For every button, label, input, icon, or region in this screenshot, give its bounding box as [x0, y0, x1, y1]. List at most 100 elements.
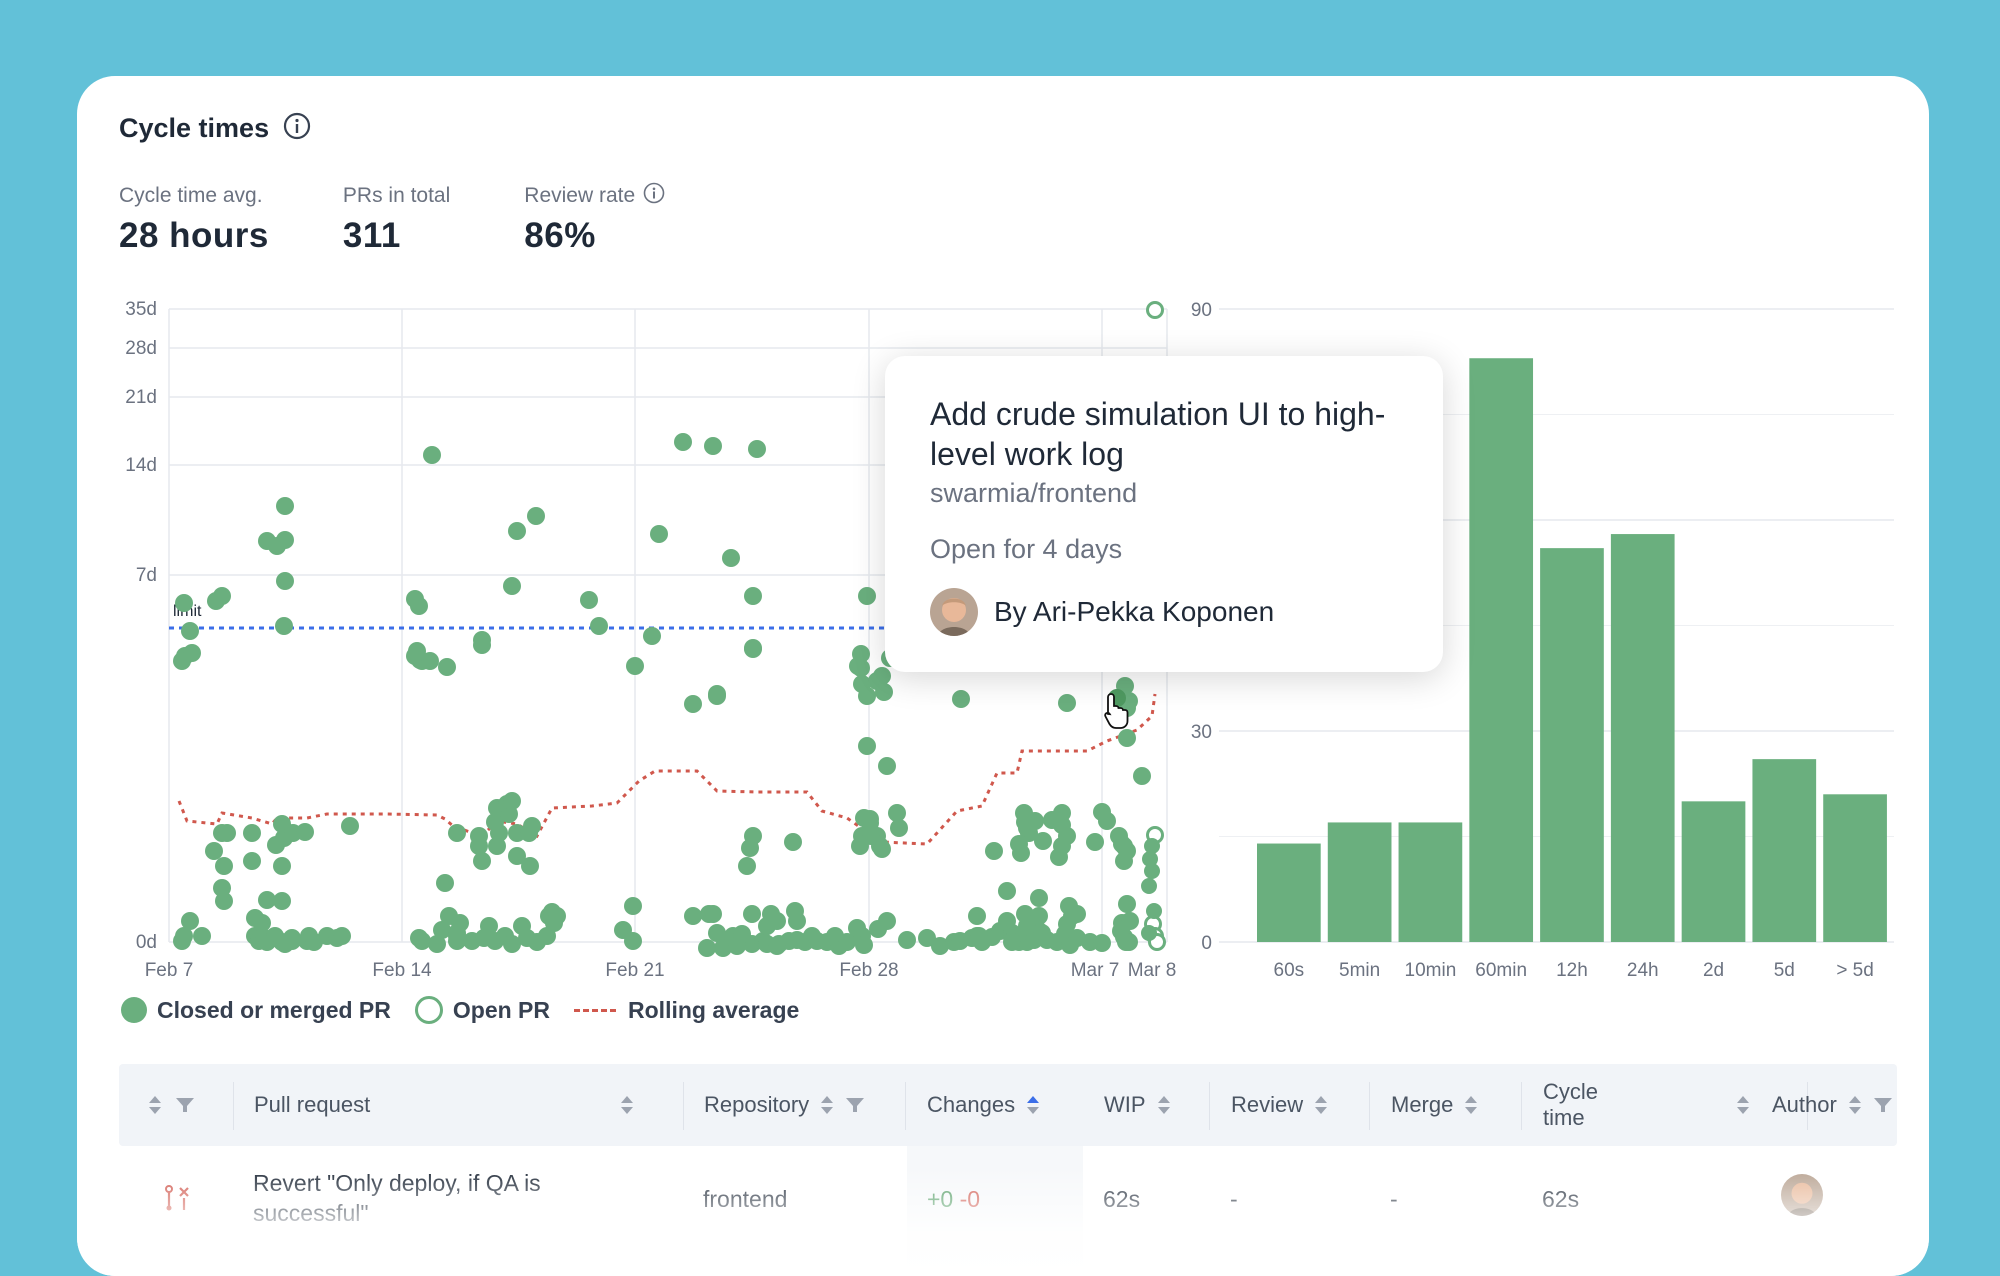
closed-pr-point[interactable] [898, 931, 916, 949]
closed-pr-point[interactable] [451, 914, 469, 932]
closed-pr-point[interactable] [1144, 838, 1160, 854]
sort-icon[interactable] [1463, 1094, 1479, 1116]
closed-pr-point[interactable] [875, 683, 893, 701]
closed-pr-point[interactable] [508, 522, 526, 540]
histogram-bar[interactable] [1327, 822, 1392, 942]
histogram-bar[interactable] [1752, 759, 1817, 942]
closed-pr-point[interactable] [1141, 925, 1157, 941]
closed-pr-point[interactable] [1133, 767, 1151, 785]
closed-pr-point[interactable] [1068, 905, 1086, 923]
closed-pr-point[interactable] [674, 433, 692, 451]
col-changes[interactable]: Changes [927, 1064, 1041, 1146]
histogram-bar[interactable] [1681, 801, 1746, 942]
histogram-bar[interactable] [1540, 548, 1604, 942]
closed-pr-point[interactable] [1118, 895, 1136, 913]
closed-pr-point[interactable] [1144, 863, 1160, 879]
closed-pr-point[interactable] [513, 917, 531, 935]
info-icon[interactable] [643, 182, 665, 210]
closed-pr-point[interactable] [931, 937, 949, 955]
closed-pr-point[interactable] [704, 905, 722, 923]
closed-pr-point[interactable] [193, 927, 211, 945]
closed-pr-point[interactable] [258, 891, 276, 909]
closed-pr-point[interactable] [480, 917, 498, 935]
closed-pr-point[interactable] [624, 897, 642, 915]
closed-pr-point[interactable] [1053, 804, 1071, 822]
closed-pr-point[interactable] [1115, 852, 1133, 870]
closed-pr-point[interactable] [768, 937, 786, 955]
closed-pr-point[interactable] [1118, 729, 1136, 747]
closed-pr-point[interactable] [714, 939, 732, 957]
col-wip[interactable]: WIP [1104, 1064, 1172, 1146]
closed-pr-point[interactable] [181, 622, 199, 640]
col-cycle-time[interactable]: Cycle time [1543, 1064, 1613, 1146]
closed-pr-point[interactable] [488, 837, 506, 855]
closed-pr-point[interactable] [173, 932, 191, 950]
closed-pr-point[interactable] [873, 840, 891, 858]
closed-pr-point[interactable] [1016, 905, 1034, 923]
closed-pr-point[interactable] [873, 667, 891, 685]
closed-pr-point[interactable] [650, 525, 668, 543]
closed-pr-point[interactable] [848, 919, 866, 937]
closed-pr-point[interactable] [722, 549, 740, 567]
filter-icon[interactable] [845, 1096, 865, 1114]
closed-pr-point[interactable] [788, 912, 806, 930]
closed-pr-point[interactable] [738, 857, 756, 875]
closed-pr-point[interactable] [523, 817, 541, 835]
closed-pr-point[interactable] [704, 437, 722, 455]
histogram-bar[interactable] [1823, 794, 1887, 942]
sort-icon[interactable] [1735, 1064, 1751, 1146]
closed-pr-point[interactable] [784, 833, 802, 851]
closed-pr-point[interactable] [527, 507, 545, 525]
closed-pr-point[interactable] [181, 912, 199, 930]
closed-pr-point[interactable] [744, 640, 762, 658]
closed-pr-point[interactable] [708, 924, 726, 942]
closed-pr-point[interactable] [748, 440, 766, 458]
closed-pr-point[interactable] [708, 687, 726, 705]
closed-pr-point[interactable] [1093, 934, 1111, 952]
closed-pr-point[interactable] [275, 617, 293, 635]
closed-pr-point[interactable] [243, 852, 261, 870]
sort-icon[interactable] [819, 1094, 835, 1116]
closed-pr-point[interactable] [448, 824, 466, 842]
closed-pr-point[interactable] [1050, 848, 1068, 866]
closed-pr-point[interactable] [410, 597, 428, 615]
closed-pr-point[interactable] [341, 817, 359, 835]
closed-pr-point[interactable] [1086, 833, 1104, 851]
closed-pr-point[interactable] [205, 842, 223, 860]
closed-pr-point[interactable] [590, 617, 608, 635]
closed-pr-point[interactable] [838, 933, 856, 951]
closed-pr-point[interactable] [1146, 903, 1162, 919]
closed-pr-point[interactable] [276, 935, 294, 953]
select-sort-control[interactable] [147, 1064, 195, 1146]
closed-pr-point[interactable] [423, 446, 441, 464]
closed-pr-point[interactable] [215, 892, 233, 910]
closed-pr-point[interactable] [858, 587, 876, 605]
closed-pr-point[interactable] [215, 857, 233, 875]
closed-pr-point[interactable] [998, 882, 1016, 900]
closed-pr-point[interactable] [521, 857, 539, 875]
closed-pr-point[interactable] [276, 531, 294, 549]
closed-pr-point[interactable] [698, 939, 716, 957]
closed-pr-point[interactable] [768, 912, 786, 930]
closed-pr-point[interactable] [470, 837, 488, 855]
histogram-bar[interactable] [1398, 822, 1463, 942]
col-pull-request[interactable]: Pull request [254, 1064, 370, 1146]
closed-pr-point[interactable] [1121, 912, 1139, 930]
col-author[interactable]: Author [1772, 1064, 1893, 1146]
filter-icon[interactable] [1873, 1096, 1893, 1114]
closed-pr-point[interactable] [1098, 812, 1116, 830]
closed-pr-point[interactable] [276, 572, 294, 590]
closed-pr-point[interactable] [548, 907, 566, 925]
closed-pr-point[interactable] [852, 659, 870, 677]
closed-pr-point[interactable] [858, 687, 876, 705]
sort-icon[interactable] [1313, 1094, 1329, 1116]
closed-pr-point[interactable] [1012, 844, 1030, 862]
closed-pr-point[interactable] [428, 935, 446, 953]
closed-pr-point[interactable] [296, 823, 314, 841]
closed-pr-point[interactable] [218, 824, 236, 842]
closed-pr-point[interactable] [744, 587, 762, 605]
closed-pr-point[interactable] [243, 824, 261, 842]
sort-icon[interactable] [1156, 1094, 1172, 1116]
closed-pr-point[interactable] [626, 657, 644, 675]
closed-pr-point[interactable] [643, 627, 661, 645]
